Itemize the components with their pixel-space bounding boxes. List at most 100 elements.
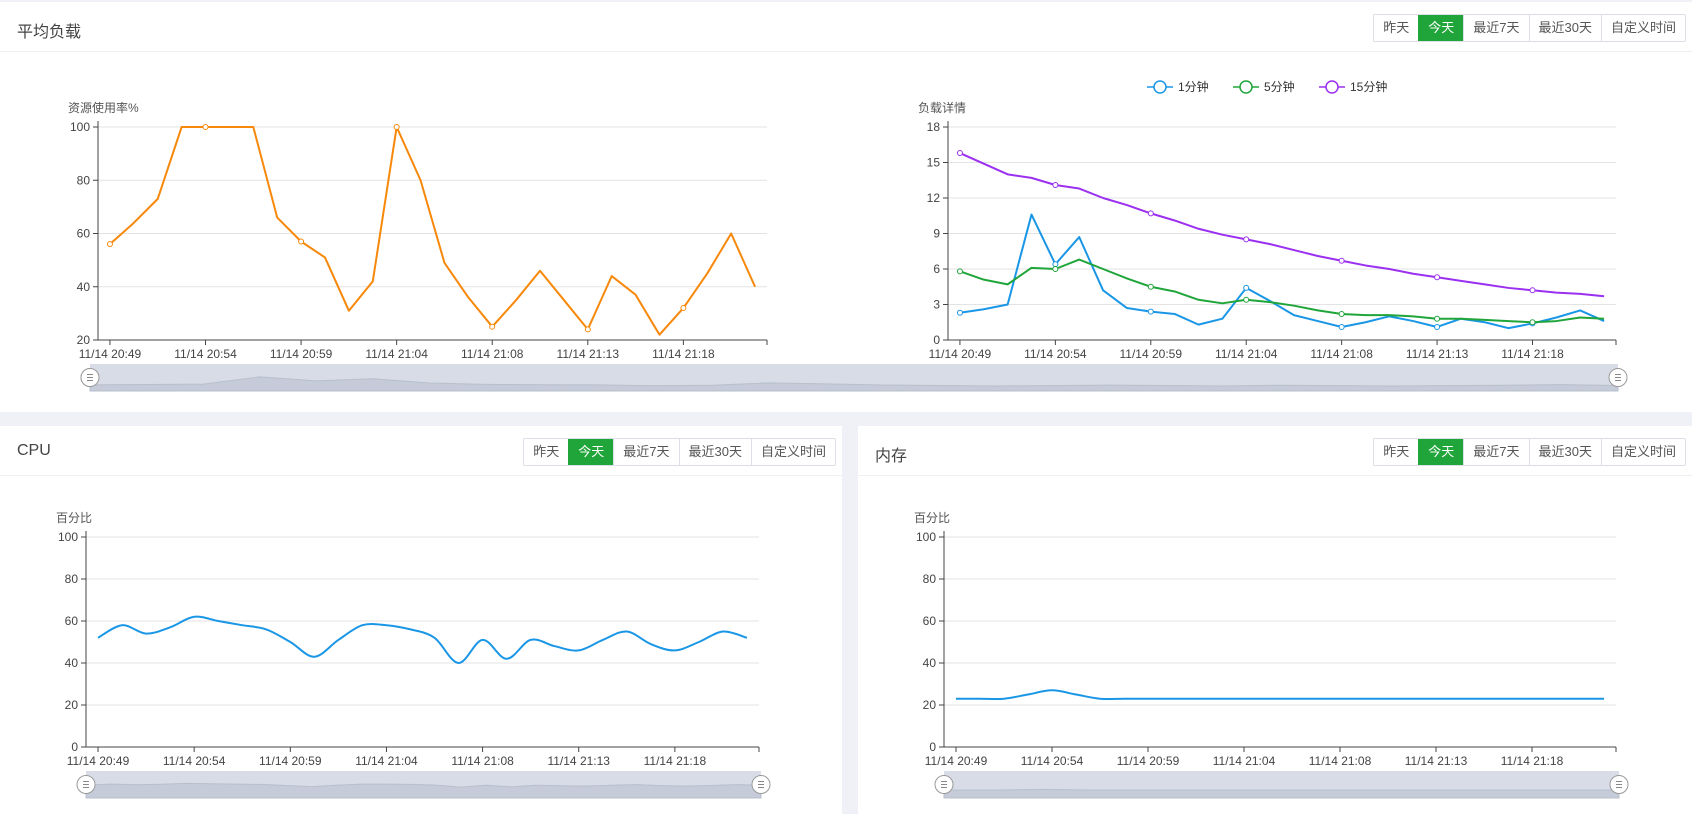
load-detail-legend-marker bbox=[1325, 80, 1339, 94]
load-detail-data-point[interactable] bbox=[1147, 210, 1154, 217]
usage-data-point[interactable] bbox=[584, 326, 591, 333]
usage-xtick-label: 11/14 21:18 bbox=[652, 347, 715, 361]
load-detail-data-point[interactable] bbox=[1434, 323, 1441, 330]
load-detail-data-point[interactable] bbox=[1243, 236, 1250, 243]
load-detail-ytick-label: 9 bbox=[933, 227, 940, 241]
load-range-btn-4[interactable]: 自定义时间 bbox=[1600, 15, 1685, 41]
load-detail-data-point[interactable] bbox=[1052, 266, 1059, 272]
memory-panel: 内存 昨天 今天 最近7天 最近30天 自定义时间 百分比 0 20 40 60 80 100 11/… bbox=[858, 426, 1692, 814]
load-detail-zoom-handle-right[interactable] bbox=[1608, 368, 1628, 387]
load-detail-data-point[interactable] bbox=[1434, 274, 1441, 281]
cpu-xtick-label: 11/14 20:49 bbox=[67, 754, 130, 768]
cpu-ytick-label: 40 bbox=[65, 656, 79, 670]
load-range-btn-1[interactable]: 今天 bbox=[1418, 15, 1464, 41]
memory-ytick-label: 20 bbox=[923, 698, 937, 712]
load-detail-ytick-label: 3 bbox=[933, 298, 940, 312]
memory-ytick-label: 60 bbox=[923, 614, 937, 628]
load-detail-data-point[interactable] bbox=[1243, 284, 1250, 291]
load-detail-xtick-label: 11/14 21:18 bbox=[1501, 347, 1564, 361]
load-detail-data-point[interactable] bbox=[1338, 310, 1345, 317]
load-detail-zoom-preview bbox=[89, 376, 1619, 392]
cpu-ytick-label: 0 bbox=[71, 740, 78, 754]
memory-zoom-handle-left[interactable] bbox=[934, 775, 954, 794]
cpu-zoom-handle-right[interactable] bbox=[751, 775, 771, 794]
memory-panel-header: 内存 昨天 今天 最近7天 最近30天 自定义时间 bbox=[858, 426, 1692, 476]
cpu-xtick-label: 11/14 21:08 bbox=[451, 754, 514, 768]
load-detail-ytick-label: 0 bbox=[933, 333, 940, 347]
load-detail-data-point[interactable] bbox=[1434, 315, 1441, 322]
cpu-range-btn-0[interactable]: 昨天 bbox=[524, 439, 569, 465]
load-detail-series-line-0 bbox=[959, 213, 1605, 330]
memory-xtick-label: 11/14 21:13 bbox=[1405, 754, 1468, 768]
memory-xtick-label: 11/14 21:04 bbox=[1213, 754, 1276, 768]
cpu-range-btn-2[interactable]: 最近7天 bbox=[613, 439, 679, 465]
cpu-zoom-preview bbox=[85, 782, 762, 799]
memory-range-selector: 昨天 今天 最近7天 最近30天 自定义时间 bbox=[1373, 438, 1686, 466]
load-detail-legend-marker bbox=[1153, 80, 1167, 94]
cpu-xtick-label: 11/14 21:04 bbox=[355, 754, 418, 768]
cpu-series-line-0 bbox=[97, 615, 748, 665]
load-range-btn-0[interactable]: 昨天 bbox=[1374, 15, 1419, 41]
cpu-ylabel: 百分比 bbox=[56, 511, 92, 525]
memory-range-btn-1[interactable]: 今天 bbox=[1418, 439, 1464, 465]
load-detail-zoom-slider[interactable] bbox=[80, 364, 1628, 392]
usage-ytick-label: 100 bbox=[70, 120, 90, 134]
memory-range-btn-4[interactable]: 自定义时间 bbox=[1600, 439, 1685, 465]
load-detail-data-point[interactable] bbox=[956, 268, 963, 275]
load-panel-header: 平均负载 昨天 今天 最近7天 最近30天 自定义时间 bbox=[0, 2, 1692, 52]
usage-data-point[interactable] bbox=[202, 124, 209, 130]
usage-data-point[interactable] bbox=[298, 238, 305, 245]
load-detail-legend-item-1[interactable]: 5分钟 bbox=[1233, 79, 1295, 94]
load-detail-legend-item-0[interactable]: 1分钟 bbox=[1147, 79, 1209, 94]
usage-data-point[interactable] bbox=[106, 241, 113, 248]
load-detail-data-point[interactable] bbox=[1338, 323, 1345, 330]
memory-ytick-label: 100 bbox=[916, 530, 936, 544]
usage-data-point[interactable] bbox=[393, 124, 400, 130]
memory-series-line-0 bbox=[956, 689, 1604, 701]
load-detail-data-point[interactable] bbox=[1147, 283, 1154, 290]
cpu-xtick-label: 11/14 21:18 bbox=[644, 754, 707, 768]
cpu-zoom-slider[interactable] bbox=[76, 771, 771, 799]
cpu-panel-header: CPU 昨天 今天 最近7天 最近30天 自定义时间 bbox=[0, 426, 842, 476]
load-range-btn-3[interactable]: 最近30天 bbox=[1528, 15, 1601, 41]
usage-xtick-label: 11/14 21:04 bbox=[365, 347, 428, 361]
load-detail-data-point[interactable] bbox=[1147, 308, 1154, 315]
memory-panel-title: 内存 bbox=[875, 448, 908, 465]
cpu-ytick-label: 20 bbox=[65, 698, 79, 712]
load-detail-data-point[interactable] bbox=[956, 309, 963, 316]
load-detail-data-point[interactable] bbox=[1243, 296, 1250, 303]
memory-range-btn-0[interactable]: 昨天 bbox=[1374, 439, 1419, 465]
cpu-zoom-handle-left[interactable] bbox=[76, 775, 96, 794]
load-detail-ytick-label: 12 bbox=[927, 191, 941, 205]
load-detail-legend-label: 1分钟 bbox=[1178, 79, 1209, 94]
cpu-panel-title: CPU bbox=[17, 442, 51, 459]
usage-xtick-label: 11/14 20:49 bbox=[79, 347, 142, 361]
load-detail-ytick-label: 6 bbox=[933, 262, 940, 276]
load-detail-ytick-label: 15 bbox=[927, 156, 941, 170]
load-detail-xtick-label: 11/14 21:04 bbox=[1215, 347, 1278, 361]
load-detail-zoom-handle-left[interactable] bbox=[80, 368, 100, 387]
load-detail-data-point[interactable] bbox=[956, 150, 963, 157]
usage-data-point[interactable] bbox=[489, 323, 496, 330]
load-detail-series-line-2 bbox=[959, 152, 1605, 298]
memory-range-btn-3[interactable]: 最近30天 bbox=[1528, 439, 1601, 465]
cpu-panel: CPU 昨天 今天 最近7天 最近30天 自定义时间 百分比 0 20 40 60 80 100 11… bbox=[0, 426, 842, 814]
load-detail-data-point[interactable] bbox=[1052, 181, 1059, 188]
cpu-range-btn-1[interactable]: 今天 bbox=[568, 439, 614, 465]
cpu-range-btn-4[interactable]: 自定义时间 bbox=[750, 439, 835, 465]
load-detail-data-point[interactable] bbox=[1529, 319, 1536, 326]
load-detail-data-point[interactable] bbox=[1338, 257, 1345, 264]
memory-range-btn-2[interactable]: 最近7天 bbox=[1463, 439, 1529, 465]
load-range-btn-2[interactable]: 最近7天 bbox=[1463, 15, 1529, 41]
usage-data-point[interactable] bbox=[680, 305, 687, 312]
load-detail-legend-item-2[interactable]: 15分钟 bbox=[1319, 79, 1387, 94]
memory-zoom-slider[interactable] bbox=[934, 771, 1629, 799]
load-detail-data-point[interactable] bbox=[1529, 287, 1536, 294]
memory-xtick-label: 11/14 21:08 bbox=[1309, 754, 1372, 768]
load-detail-series-line-1 bbox=[959, 258, 1605, 324]
memory-zoom-handle-right[interactable] bbox=[1609, 775, 1629, 794]
usage-series-line-0 bbox=[109, 126, 756, 336]
usage-ylabel: 资源使用率% bbox=[68, 100, 139, 115]
cpu-range-btn-3[interactable]: 最近30天 bbox=[678, 439, 751, 465]
load-detail-legend-label: 5分钟 bbox=[1264, 79, 1295, 94]
